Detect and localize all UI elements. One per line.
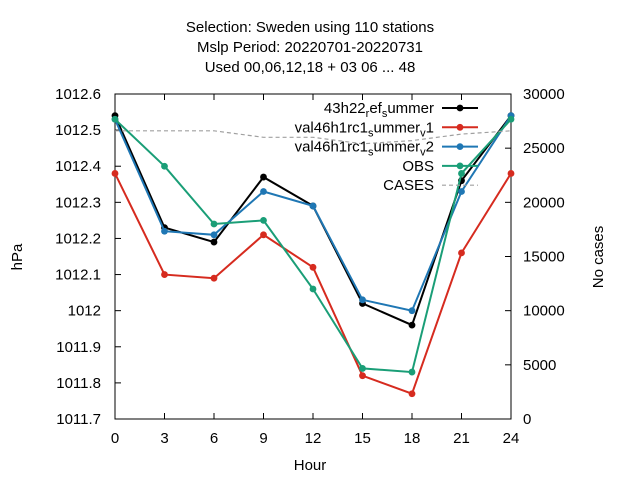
y2-tick-label: 30000 bbox=[523, 86, 565, 103]
y2-tick-label: 10000 bbox=[523, 303, 565, 320]
legend-marker bbox=[456, 104, 464, 112]
title-line-2: Mslp Period: 20220701-20220731 bbox=[197, 39, 423, 56]
legend-label: 43h22refsummer bbox=[324, 100, 434, 120]
data-point bbox=[161, 162, 168, 170]
legend-label: val46h1rc1summerv2 bbox=[295, 139, 434, 159]
legend: 43h22refsummerval46h1rc1summerv1val46h1r… bbox=[295, 100, 478, 194]
series-line bbox=[115, 130, 512, 145]
y2-tick-label: 5000 bbox=[523, 357, 556, 374]
data-point bbox=[210, 220, 218, 228]
data-point bbox=[260, 216, 267, 224]
legend-label: val46h1rc1summerv1 bbox=[295, 119, 434, 139]
chart-title: Selection: Sweden using 110 stations Msl… bbox=[186, 19, 434, 76]
x-tick-label: 15 bbox=[354, 430, 371, 447]
series-4 bbox=[115, 130, 512, 145]
title-line-3: Used 00,06,12,18 + 03 06 ... 48 bbox=[205, 59, 416, 76]
data-point bbox=[408, 368, 416, 376]
data-point bbox=[161, 227, 168, 235]
x-tick-label: 3 bbox=[160, 430, 168, 447]
data-point bbox=[260, 173, 267, 181]
data-point bbox=[359, 365, 366, 372]
series-layer bbox=[111, 112, 515, 398]
legend-marker bbox=[456, 162, 464, 170]
x-tick-label: 21 bbox=[453, 430, 470, 447]
y-tick-label: 1011.8 bbox=[56, 375, 101, 392]
y-tick-label: 1012 bbox=[68, 303, 101, 320]
data-point bbox=[210, 231, 218, 239]
data-point bbox=[309, 285, 317, 293]
data-point bbox=[260, 231, 267, 239]
data-point bbox=[309, 263, 317, 271]
y-tick-label: 1011.7 bbox=[56, 411, 101, 428]
x-tick-label: 18 bbox=[404, 430, 421, 447]
y-tick-label: 1012.1 bbox=[55, 267, 101, 284]
axes: 0 3 6 9 12 15 18 21 24 1011.7 1011.8 1011.9 1012 1012… bbox=[55, 86, 565, 447]
legend-label: CASES bbox=[383, 177, 434, 194]
x-tick-label: 12 bbox=[305, 430, 322, 447]
data-point bbox=[458, 188, 465, 195]
y-tick-label: 1011.9 bbox=[56, 339, 101, 356]
series-2 bbox=[111, 112, 515, 315]
y2-tick-label: 20000 bbox=[523, 194, 565, 211]
y2-tick-label: 25000 bbox=[523, 140, 565, 157]
y-tick-label: 1012.2 bbox=[55, 230, 101, 247]
y-axis-label: hPa bbox=[9, 243, 26, 270]
x-tick-label: 0 bbox=[111, 430, 119, 447]
series-line bbox=[114, 118, 512, 374]
y2-tick-label: 0 bbox=[523, 411, 531, 428]
x-tick-label: 24 bbox=[503, 430, 520, 447]
series-3 bbox=[111, 115, 515, 376]
data-point bbox=[458, 249, 465, 257]
data-point bbox=[507, 115, 515, 123]
x-tick-label: 9 bbox=[259, 430, 267, 447]
data-point bbox=[359, 296, 366, 304]
y-tick-label: 1012.6 bbox=[55, 86, 101, 103]
series-1 bbox=[111, 170, 515, 398]
x-tick-label: 6 bbox=[210, 430, 218, 447]
y-tick-label: 1012.5 bbox=[55, 122, 101, 139]
data-point bbox=[210, 238, 218, 246]
legend-marker bbox=[456, 123, 464, 131]
data-point bbox=[458, 170, 465, 177]
data-point bbox=[408, 307, 416, 315]
x-axis-label: Hour bbox=[294, 457, 327, 474]
legend-label: OBS bbox=[402, 158, 434, 175]
data-point bbox=[408, 390, 416, 398]
data-point bbox=[161, 271, 168, 278]
data-point bbox=[111, 170, 119, 177]
data-point bbox=[260, 188, 267, 195]
data-point bbox=[210, 274, 218, 282]
data-point bbox=[309, 202, 317, 210]
data-point bbox=[507, 170, 515, 177]
y-tick-label: 1012.4 bbox=[55, 158, 101, 175]
y-tick-label: 1012.3 bbox=[55, 194, 101, 211]
legend-marker bbox=[456, 143, 464, 151]
title-line-1: Selection: Sweden using 110 stations bbox=[186, 19, 434, 36]
data-point bbox=[408, 321, 416, 329]
y2-tick-label: 15000 bbox=[523, 249, 565, 266]
y2-axis-label: No cases bbox=[590, 226, 607, 289]
data-point bbox=[359, 372, 366, 380]
data-point bbox=[111, 115, 119, 123]
